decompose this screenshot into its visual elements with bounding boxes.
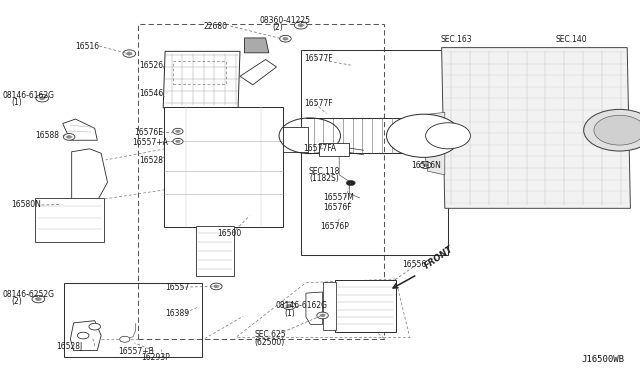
Text: (2): (2) bbox=[12, 297, 22, 306]
Text: 08360-41225: 08360-41225 bbox=[259, 16, 310, 25]
Circle shape bbox=[594, 115, 640, 145]
Circle shape bbox=[283, 37, 288, 40]
Circle shape bbox=[36, 298, 41, 301]
Circle shape bbox=[280, 35, 291, 42]
Circle shape bbox=[173, 128, 183, 134]
Polygon shape bbox=[35, 198, 104, 242]
Text: 16516N: 16516N bbox=[411, 161, 441, 170]
Polygon shape bbox=[425, 152, 445, 175]
Bar bbox=[138, 24, 384, 339]
Text: 16557M: 16557M bbox=[323, 193, 354, 202]
Circle shape bbox=[346, 180, 355, 186]
Text: SEC.118: SEC.118 bbox=[308, 167, 340, 176]
Polygon shape bbox=[244, 38, 269, 53]
Polygon shape bbox=[70, 321, 101, 350]
Text: (62500): (62500) bbox=[254, 338, 284, 347]
Circle shape bbox=[40, 97, 45, 100]
Circle shape bbox=[63, 134, 75, 140]
Text: SEC.625: SEC.625 bbox=[254, 330, 285, 339]
Circle shape bbox=[77, 332, 89, 339]
Circle shape bbox=[176, 130, 180, 132]
Text: 16389: 16389 bbox=[165, 309, 189, 318]
Text: 16557+A: 16557+A bbox=[132, 138, 168, 147]
Circle shape bbox=[36, 94, 49, 102]
Circle shape bbox=[123, 50, 136, 57]
Text: 16576F: 16576F bbox=[323, 203, 352, 212]
Polygon shape bbox=[425, 112, 445, 135]
Text: 08146-6252G: 08146-6252G bbox=[3, 290, 54, 299]
Text: 16576E: 16576E bbox=[134, 128, 163, 137]
Circle shape bbox=[426, 123, 470, 149]
Text: 16546: 16546 bbox=[140, 89, 164, 97]
Text: SEC.140: SEC.140 bbox=[556, 35, 587, 44]
Circle shape bbox=[67, 135, 72, 138]
Polygon shape bbox=[283, 127, 308, 152]
Text: 16576P: 16576P bbox=[320, 222, 349, 231]
Text: 08146-6162G: 08146-6162G bbox=[275, 301, 327, 310]
Text: 16577FA: 16577FA bbox=[303, 144, 336, 153]
Circle shape bbox=[89, 323, 100, 330]
Polygon shape bbox=[240, 60, 276, 85]
Text: 16528J: 16528J bbox=[56, 342, 83, 351]
Polygon shape bbox=[442, 48, 630, 208]
Text: 16500: 16500 bbox=[218, 229, 242, 238]
Text: 08146-6162G: 08146-6162G bbox=[3, 91, 54, 100]
Circle shape bbox=[173, 138, 183, 144]
Bar bbox=[173, 61, 226, 84]
Bar bbox=[64, 283, 202, 357]
Text: 16516: 16516 bbox=[75, 42, 99, 51]
Text: (1): (1) bbox=[285, 309, 296, 318]
Circle shape bbox=[387, 114, 461, 157]
Circle shape bbox=[423, 164, 428, 167]
Text: 16557: 16557 bbox=[165, 283, 189, 292]
Text: 22680: 22680 bbox=[204, 22, 228, 31]
Circle shape bbox=[298, 24, 303, 27]
Bar bbox=[319, 143, 349, 156]
Circle shape bbox=[211, 283, 222, 290]
Polygon shape bbox=[63, 119, 97, 140]
Circle shape bbox=[283, 302, 296, 310]
Circle shape bbox=[420, 162, 431, 169]
Circle shape bbox=[287, 304, 292, 307]
Text: 16556: 16556 bbox=[402, 260, 426, 269]
Circle shape bbox=[127, 52, 132, 55]
Text: 16580N: 16580N bbox=[12, 201, 42, 209]
Text: (2): (2) bbox=[272, 23, 283, 32]
Polygon shape bbox=[323, 282, 336, 330]
Polygon shape bbox=[163, 51, 240, 108]
Circle shape bbox=[120, 336, 130, 342]
Text: J16500WB: J16500WB bbox=[581, 355, 624, 364]
Polygon shape bbox=[196, 226, 234, 276]
Circle shape bbox=[320, 314, 325, 317]
Text: (1182S): (1182S) bbox=[310, 174, 339, 183]
Circle shape bbox=[176, 140, 180, 142]
Bar bbox=[301, 50, 448, 255]
Text: (1): (1) bbox=[12, 98, 22, 107]
Circle shape bbox=[294, 22, 307, 29]
Text: 16577F: 16577F bbox=[304, 99, 333, 108]
Circle shape bbox=[584, 109, 640, 151]
Text: 16526: 16526 bbox=[140, 61, 164, 70]
Circle shape bbox=[317, 312, 328, 319]
Text: FRONT: FRONT bbox=[422, 244, 454, 271]
Text: SEC.163: SEC.163 bbox=[440, 35, 472, 44]
Circle shape bbox=[32, 295, 45, 303]
Polygon shape bbox=[164, 107, 283, 227]
Circle shape bbox=[214, 285, 219, 288]
Text: 16577F: 16577F bbox=[304, 54, 333, 63]
Text: 16588: 16588 bbox=[35, 131, 60, 140]
Polygon shape bbox=[306, 292, 323, 324]
Text: 16293P: 16293P bbox=[141, 353, 170, 362]
Text: 16528: 16528 bbox=[140, 156, 164, 165]
Text: 16557+B: 16557+B bbox=[118, 347, 154, 356]
Polygon shape bbox=[335, 280, 396, 332]
Polygon shape bbox=[72, 149, 108, 201]
